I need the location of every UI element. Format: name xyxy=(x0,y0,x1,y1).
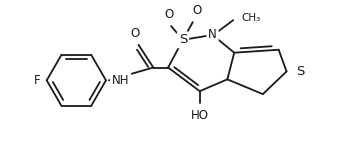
Text: O: O xyxy=(192,4,201,17)
Text: S: S xyxy=(179,33,187,46)
Text: N: N xyxy=(208,28,217,41)
Text: S: S xyxy=(296,65,305,78)
Text: NH: NH xyxy=(112,74,129,87)
Text: F: F xyxy=(34,74,41,87)
Text: O: O xyxy=(130,27,139,40)
Text: CH₃: CH₃ xyxy=(241,13,261,23)
Text: O: O xyxy=(165,8,174,21)
Text: HO: HO xyxy=(191,109,209,122)
